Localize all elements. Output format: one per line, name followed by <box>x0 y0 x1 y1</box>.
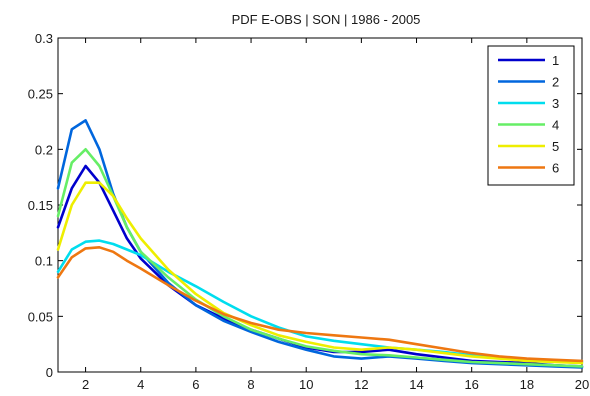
y-tick-label: 0.05 <box>28 309 53 324</box>
x-tick-label: 18 <box>520 377 534 392</box>
y-tick-label: 0.25 <box>28 87 53 102</box>
legend-label-4: 4 <box>552 118 559 133</box>
x-tick-label: 2 <box>82 377 89 392</box>
chart-title: PDF E-OBS | SON | 1986 - 2005 <box>232 12 421 27</box>
x-tick-label: 8 <box>247 377 254 392</box>
x-tick-label: 14 <box>409 377 423 392</box>
x-tick-label: 10 <box>299 377 313 392</box>
legend-box <box>487 45 575 186</box>
legend-label-5: 5 <box>552 139 559 154</box>
series-line-4 <box>56 148 584 368</box>
y-tick-label: 0.15 <box>28 198 53 213</box>
x-tick-label: 12 <box>354 377 368 392</box>
legend-label-3: 3 <box>552 96 559 111</box>
x-tick-label: 20 <box>575 377 589 392</box>
series-lines <box>56 119 584 369</box>
y-tick-label: 0.3 <box>35 31 53 46</box>
y-tick-label: 0.1 <box>35 254 53 269</box>
y-tick-label: 0 <box>46 365 53 380</box>
series-line-5 <box>56 181 584 365</box>
y-tick-label: 0.2 <box>35 142 53 157</box>
legend-label-6: 6 <box>552 161 559 176</box>
legend-label-2: 2 <box>552 75 559 90</box>
x-tick-label: 4 <box>137 377 144 392</box>
x-tick-label: 16 <box>464 377 478 392</box>
x-tick-label: 6 <box>192 377 199 392</box>
legend: 1 2 3 4 5 6 <box>487 45 575 186</box>
legend-label-1: 1 <box>552 53 559 68</box>
series-line-6 <box>56 246 584 363</box>
